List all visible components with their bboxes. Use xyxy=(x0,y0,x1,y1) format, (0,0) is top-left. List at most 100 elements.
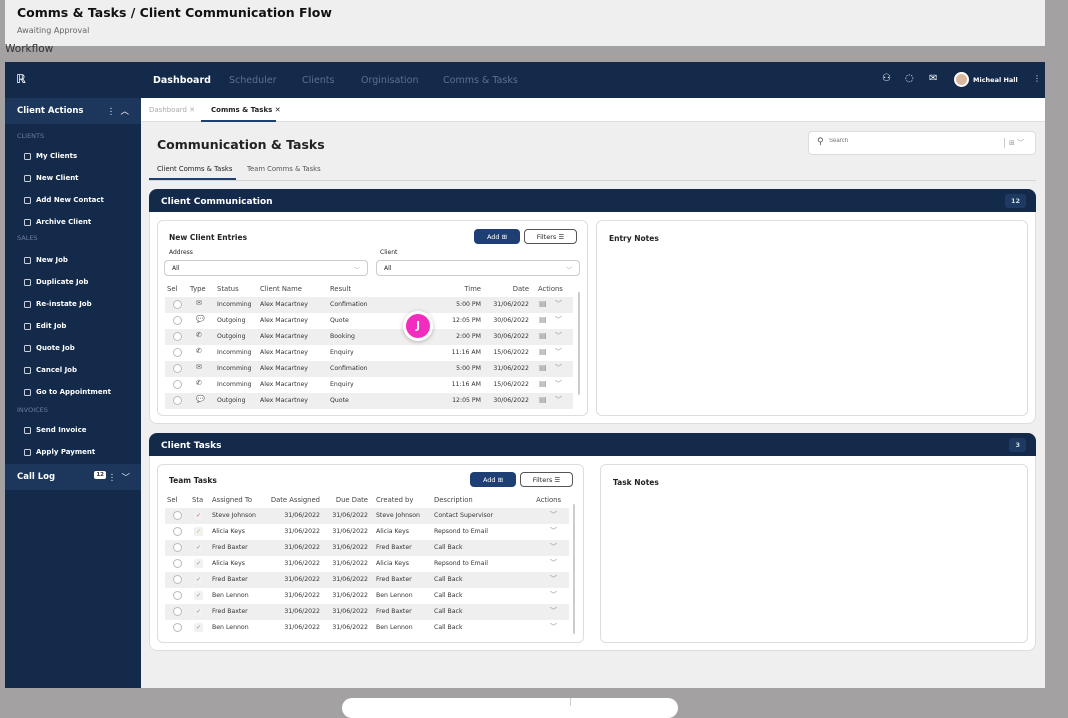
address-select[interactable]: All ﹀ xyxy=(164,260,368,276)
notes-icon[interactable]: ▤ xyxy=(539,363,547,372)
nav-dashboard[interactable]: Dashboard xyxy=(153,75,211,86)
select-radio[interactable] xyxy=(173,527,182,536)
select-radio[interactable] xyxy=(173,364,182,373)
select-radio[interactable] xyxy=(173,575,182,584)
status-green-check-icon: ✓ xyxy=(194,607,203,616)
search-box[interactable]: ⚲ ⊞ ﹀ xyxy=(808,131,1036,155)
nav-scheduler[interactable]: Scheduler xyxy=(229,75,277,86)
select-radio[interactable] xyxy=(173,623,182,632)
select-radio[interactable] xyxy=(173,543,182,552)
notes-icon[interactable]: ▤ xyxy=(539,379,547,388)
select-radio[interactable] xyxy=(173,316,182,325)
sidebar-item-label: Add New Contact xyxy=(36,196,104,204)
call-log-title: Call Log xyxy=(17,472,56,482)
chevron-down-icon[interactable]: ﹀ xyxy=(550,607,557,615)
client-name: Alex Macartney xyxy=(260,349,308,356)
select-radio[interactable] xyxy=(173,559,182,568)
mail-icon[interactable]: ✉ xyxy=(929,73,938,84)
column-header: Assigned To xyxy=(212,496,253,504)
sidebar-item-new-job[interactable]: New Job xyxy=(24,256,68,264)
search-input[interactable] xyxy=(829,138,989,144)
chevron-down-icon[interactable]: ﹀ xyxy=(555,380,562,388)
sidebar-item-add-new-contact[interactable]: Add New Contact xyxy=(24,196,104,204)
entries-scrollbar[interactable] xyxy=(578,292,580,395)
client-select[interactable]: All ﹀ xyxy=(376,260,580,276)
result: Booking xyxy=(330,333,355,340)
subtab-team-comms[interactable]: Team Comms & Tasks xyxy=(247,165,321,173)
chevron-down-icon[interactable]: ﹀ xyxy=(550,527,557,535)
add-entry-button[interactable]: Add ⊞ xyxy=(474,229,520,244)
section-title: Client Communication xyxy=(161,197,273,207)
date-assigned: 31/06/2022 xyxy=(284,592,320,599)
chevron-down-icon[interactable]: ﹀ xyxy=(555,300,562,308)
sidebar-item-cancel-job[interactable]: Cancel Job xyxy=(24,366,77,374)
sidebar-item-label: Send Invoice xyxy=(36,426,87,434)
nav-clients[interactable]: Clients xyxy=(302,75,335,86)
sidebar-item-label: Quote Job xyxy=(36,344,75,352)
user-name[interactable]: Micheal Hall xyxy=(973,76,1018,84)
notes-icon[interactable]: ▤ xyxy=(539,347,547,356)
sidebar-item-duplicate-job[interactable]: Duplicate Job xyxy=(24,278,88,286)
chevron-down-icon[interactable]: ﹀ xyxy=(555,348,562,356)
sidebar-item-new-client[interactable]: New Client xyxy=(24,174,79,182)
sidebar-item-re-instate-job[interactable]: Re-instate Job xyxy=(24,300,92,308)
sidebar-item-go-to-appointment[interactable]: Go to Appointment xyxy=(24,388,111,396)
select-radio[interactable] xyxy=(173,380,182,389)
chevron-down-icon[interactable]: ﹀ xyxy=(550,559,557,567)
select-radio[interactable] xyxy=(173,332,182,341)
sidebar-item-apply-payment[interactable]: Apply Payment xyxy=(24,448,95,456)
add-task-button[interactable]: Add ⊞ xyxy=(470,472,516,487)
nav-orginisation[interactable]: Orginisation xyxy=(361,75,419,86)
subtab-client-comms[interactable]: Client Comms & Tasks xyxy=(157,165,233,173)
sidebar-item-my-clients[interactable]: My Clients xyxy=(24,152,77,160)
select-radio[interactable] xyxy=(173,300,182,309)
tab-comms-tasks[interactable]: Comms & Tasks ✕ xyxy=(211,106,281,114)
chevron-down-icon[interactable]: ﹀ xyxy=(550,575,557,583)
notes-icon[interactable]: ▤ xyxy=(539,299,547,308)
user-settings-icon[interactable]: ⚇ xyxy=(882,73,891,84)
expand-icon[interactable]: ⋮ ﹀ xyxy=(107,473,130,483)
sidebar-item-quote-job[interactable]: Quote Job xyxy=(24,344,75,352)
chevron-down-icon[interactable]: ﹀ xyxy=(555,364,562,372)
chevron-down-icon[interactable]: ﹀ xyxy=(555,316,562,324)
workflow-label: Workflow xyxy=(5,43,54,55)
created-by: Fred Baxter xyxy=(376,544,412,551)
collapse-icon[interactable]: ⋮ ︿ xyxy=(106,107,129,117)
status: Incomming xyxy=(217,365,252,372)
nav-comms-tasks[interactable]: Comms & Tasks xyxy=(443,75,518,86)
notes-icon[interactable]: ▤ xyxy=(539,395,547,404)
chat-icon[interactable]: ◌ xyxy=(905,73,914,84)
chevron-down-icon[interactable]: ﹀ xyxy=(550,591,557,599)
select-radio[interactable] xyxy=(173,396,182,405)
sidebar-item-archive-client[interactable]: Archive Client xyxy=(24,218,91,226)
call-log-header[interactable]: Call Log 12 ⋮ ﹀ xyxy=(5,464,141,490)
client-actions-header[interactable]: Client Actions ⋮ ︿ xyxy=(5,98,141,124)
sidebar-item-edit-job[interactable]: Edit Job xyxy=(24,322,66,330)
chevron-down-icon[interactable]: ﹀ xyxy=(550,543,557,551)
select-radio[interactable] xyxy=(173,591,182,600)
select-radio[interactable] xyxy=(173,348,182,357)
tasks-scrollbar[interactable] xyxy=(573,504,575,634)
email-icon: ✉ xyxy=(196,299,202,307)
task-filters-button[interactable]: Filters ☰ xyxy=(520,472,573,487)
tab-dashboard[interactable]: Dashboard ✕ xyxy=(149,106,196,114)
task-notes-card: Task Notes xyxy=(600,464,1028,643)
notes-icon[interactable]: ▤ xyxy=(539,331,547,340)
chevron-down-icon[interactable]: ﹀ xyxy=(555,396,562,404)
sidebar-item-send-invoice[interactable]: Send Invoice xyxy=(24,426,86,434)
chevron-down-icon[interactable]: ﹀ xyxy=(550,511,557,519)
chevron-down-icon[interactable]: ﹀ xyxy=(555,332,562,340)
notes-icon[interactable]: ▤ xyxy=(539,315,547,324)
avatar[interactable] xyxy=(954,72,969,87)
filters-button[interactable]: Filters ☰ xyxy=(524,229,577,244)
more-icon[interactable]: ⋮ xyxy=(1033,74,1041,83)
column-header: Status xyxy=(217,285,239,293)
date: 31/06/2022 xyxy=(493,301,529,308)
chevron-down-icon[interactable]: ﹀ xyxy=(550,623,557,631)
view-grid-icon[interactable]: ⊞ ﹀ xyxy=(1004,138,1024,148)
sidebar-item-label: Duplicate Job xyxy=(36,278,89,286)
select-radio[interactable] xyxy=(173,511,182,520)
select-radio[interactable] xyxy=(173,607,182,616)
chat-icon: 💬 xyxy=(196,315,205,323)
bottom-toolbar[interactable] xyxy=(342,698,678,718)
